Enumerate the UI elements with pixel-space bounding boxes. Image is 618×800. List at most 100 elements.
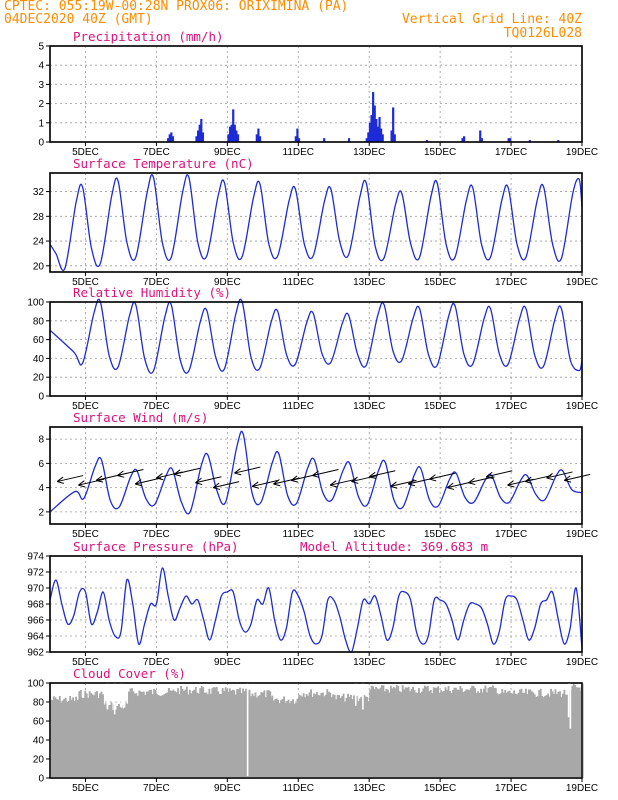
cloud-bar [242, 688, 245, 778]
cloud-bar [522, 692, 524, 778]
cloud-bar [419, 692, 422, 778]
cloud-bar [561, 693, 564, 778]
cloud-dip [106, 683, 109, 710]
precip-bar [463, 136, 466, 142]
cloud-bar [508, 690, 511, 778]
wind-vector-head [407, 479, 416, 487]
y-tick-label: 20 [33, 755, 45, 766]
cloud-bar [505, 692, 508, 778]
y-tick-label: 4 [38, 483, 44, 494]
x-tick-label: 15DEC [424, 401, 456, 412]
cloud-bar [333, 694, 336, 778]
x-tick-label: 15DEC [424, 529, 456, 540]
x-tick-label: 13DEC [353, 657, 385, 668]
cloud-bar [236, 688, 239, 778]
cloud-bar [514, 693, 517, 778]
cloud-bar [494, 687, 497, 778]
y-tick-label: 2 [38, 99, 44, 110]
panel-title: Precipitation (mm/h) [73, 29, 224, 44]
cloud-bar [372, 686, 375, 778]
wind-vector-head [56, 476, 65, 484]
wind-vector-head [212, 482, 221, 490]
cloud-bar [440, 690, 443, 778]
cloud-bar [360, 696, 363, 778]
x-tick-label: 11DEC [283, 783, 315, 794]
cloud-bar [298, 694, 301, 778]
cloud-bar [172, 689, 175, 778]
cloud-bar [403, 689, 406, 778]
cloud-bar [459, 685, 462, 778]
cloud-bar [224, 687, 227, 778]
x-tick-label: 7DEC [143, 401, 170, 412]
x-tick-label: 9DEC [214, 529, 241, 540]
cloud-bar [364, 696, 367, 778]
cloud-bar [202, 692, 205, 778]
y-tick-label: 968 [27, 600, 44, 611]
cloud-bar [314, 694, 317, 778]
y-tick-label: 100 [27, 679, 44, 690]
cloud-bar [142, 691, 145, 778]
cloud-bar [326, 689, 329, 778]
cloud-bar [258, 695, 261, 778]
y-tick-label: 964 [27, 632, 44, 643]
cloud-bar [61, 700, 64, 778]
cloud-dip [567, 683, 570, 718]
cloud-bar [90, 693, 93, 778]
precip-bar [323, 138, 326, 142]
y-tick-label: 60 [33, 717, 45, 728]
y-tick-label: 100 [27, 298, 44, 309]
cloud-bar [463, 691, 466, 778]
cloud-bar [311, 697, 314, 778]
cloud-bar [434, 687, 437, 778]
x-tick-label: 19DEC [566, 147, 598, 158]
cloud-bar [516, 694, 518, 778]
cloud-bar [469, 688, 472, 778]
cloud-bar [54, 697, 57, 778]
cloud-bar [211, 688, 214, 778]
x-tick-label: 13DEC [353, 277, 385, 288]
cloud-bar [245, 688, 247, 778]
cloud-bar [477, 691, 480, 778]
cloud-bar [386, 689, 389, 778]
y-tick-label: 6 [38, 459, 44, 470]
cloud-bar [237, 689, 240, 778]
cloud-bar [109, 704, 111, 778]
y-tick-label: 972 [27, 568, 44, 579]
x-tick-label: 15DEC [424, 657, 456, 668]
precip-bar [227, 134, 230, 142]
cloud-bar [106, 708, 109, 778]
x-tick-label: 17DEC [495, 529, 527, 540]
cloud-bar [575, 687, 578, 778]
cloud-bar [350, 695, 352, 778]
cloud-bar [75, 696, 78, 778]
cloud-bar [381, 685, 383, 778]
cloud-bar [483, 688, 485, 778]
cloud-bar [313, 693, 315, 778]
wind-vector [252, 479, 279, 487]
x-tick-label: 7DEC [143, 277, 170, 288]
precip-bar [370, 115, 373, 142]
cloud-bar [169, 690, 172, 778]
cloud-bar [404, 687, 407, 778]
precip-bar [200, 118, 203, 142]
cloud-bar [488, 687, 491, 778]
cloud-bar [228, 688, 231, 778]
cloud-bar [50, 699, 52, 778]
cloud-bar [113, 704, 116, 778]
cloud-dip [120, 683, 123, 708]
cloud-bar [547, 693, 550, 778]
precip-bar [258, 136, 262, 142]
cloud-bar [310, 689, 312, 778]
cloud-bar [156, 694, 159, 778]
cloud-bar [151, 694, 154, 778]
y-tick-label: 40 [33, 354, 45, 365]
cloud-bar [449, 690, 451, 778]
cloud-bar [474, 688, 477, 778]
cloud-bar [435, 687, 438, 778]
cloud-bar [487, 687, 490, 778]
wind-vector-head [195, 477, 203, 486]
y-tick-label: 20 [33, 373, 45, 384]
cloud-bar [260, 691, 263, 778]
x-tick-label: 11DEC [283, 657, 315, 668]
cloud-bar [526, 693, 529, 778]
